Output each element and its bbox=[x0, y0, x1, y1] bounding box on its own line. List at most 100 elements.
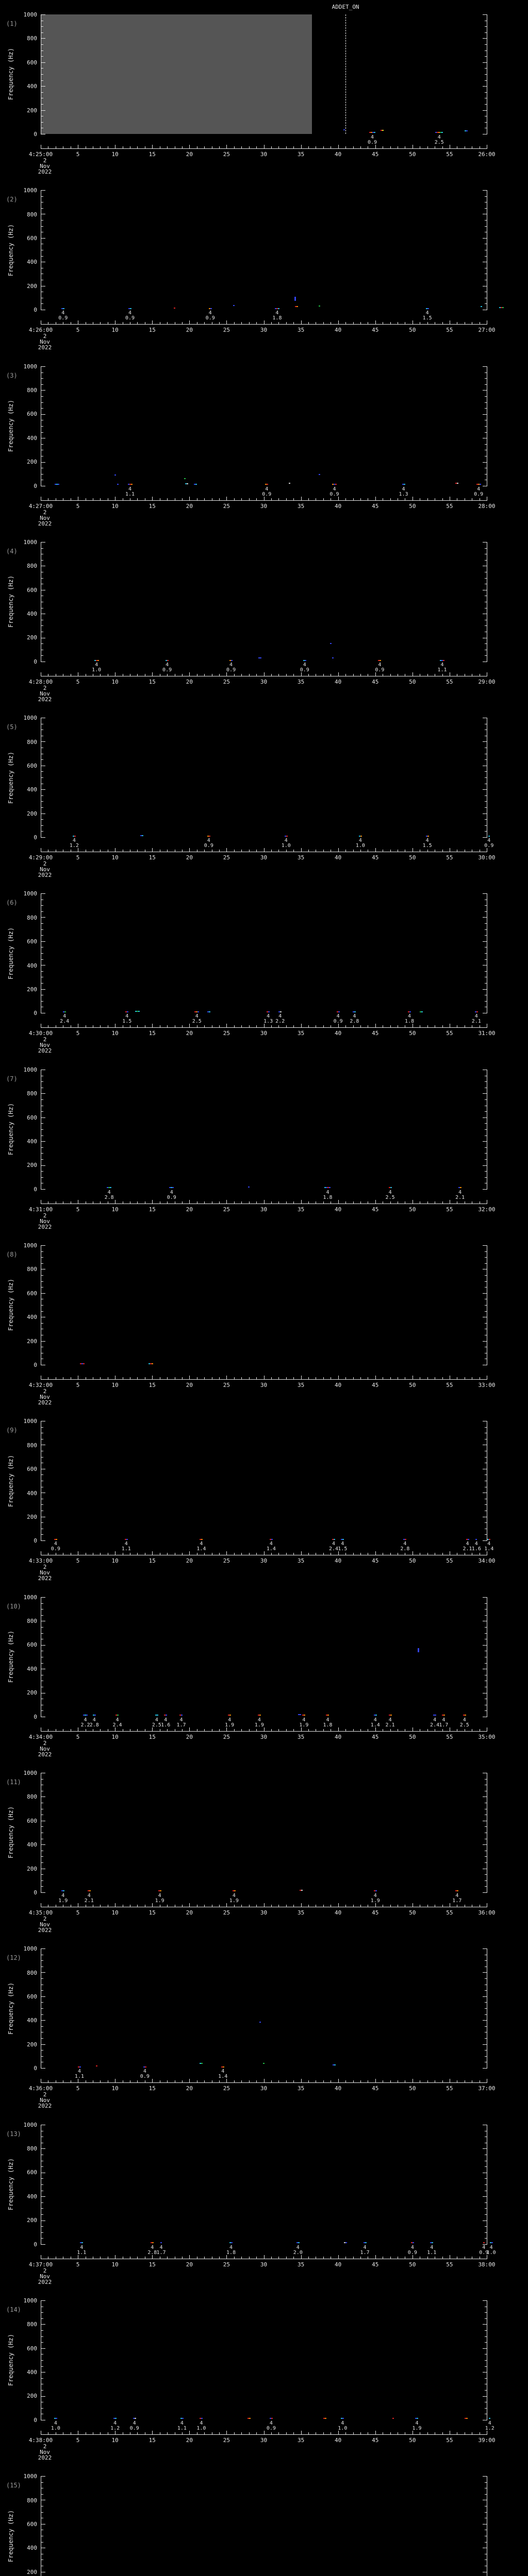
time-tick-label: 10 bbox=[111, 1030, 119, 1037]
time-tick bbox=[234, 2080, 235, 2083]
y-tick bbox=[41, 771, 43, 772]
time-tick bbox=[293, 1553, 294, 1555]
detection-pixel bbox=[432, 2242, 434, 2244]
time-tick bbox=[182, 1025, 183, 1028]
y-tick bbox=[41, 1123, 43, 1124]
time-tick bbox=[241, 2432, 242, 2434]
detection-event bbox=[247, 2418, 251, 2419]
y-tick bbox=[485, 1856, 487, 1857]
time-tick bbox=[293, 322, 294, 325]
y-tick-label: 1000 bbox=[23, 715, 38, 722]
date-label: 2 bbox=[43, 860, 47, 868]
detection-value-label: 1.2 bbox=[69, 843, 79, 849]
time-tick bbox=[345, 1553, 346, 1555]
time-tick bbox=[167, 498, 168, 500]
y-tick bbox=[485, 426, 487, 427]
detection-pixel bbox=[134, 2418, 136, 2419]
time-tick bbox=[353, 1201, 354, 1204]
y-tick bbox=[485, 625, 487, 626]
time-tick bbox=[241, 1025, 242, 1028]
detection-count-label: 4 bbox=[341, 2420, 344, 2426]
detection-pixel bbox=[483, 2242, 485, 2244]
time-tick bbox=[189, 1024, 190, 1028]
detection-pixel bbox=[248, 1187, 250, 1188]
time-tick bbox=[427, 498, 428, 500]
time-tick bbox=[137, 850, 138, 852]
y-tick bbox=[483, 86, 487, 87]
detection-value-label: 0.9 bbox=[407, 2249, 417, 2256]
frequency-axis-label-text: Frequency (Hz) bbox=[7, 751, 14, 804]
time-tick-label: 35 bbox=[297, 151, 305, 158]
time-tick bbox=[115, 1727, 116, 1731]
time-tick bbox=[308, 1025, 309, 1028]
time-tick-label: 10 bbox=[111, 1909, 119, 1916]
detection-pixel bbox=[171, 1187, 173, 1189]
y-tick bbox=[41, 1129, 43, 1130]
time-tick-label: 55 bbox=[446, 1382, 453, 1389]
time-tick bbox=[256, 322, 257, 325]
detection-count-label: 4 bbox=[284, 838, 288, 844]
y-tick bbox=[485, 1522, 487, 1523]
y-tick-label: 1000 bbox=[23, 890, 38, 897]
y-tick bbox=[483, 1972, 487, 1973]
detection-value-label: 2.1 bbox=[84, 1897, 94, 1904]
y-tick bbox=[41, 38, 45, 39]
detection-event bbox=[332, 484, 337, 485]
y-tick bbox=[483, 1844, 487, 1845]
y-tick-label: 1000 bbox=[23, 1945, 38, 1953]
time-tick bbox=[286, 322, 287, 325]
detection-pixel bbox=[94, 659, 96, 661]
detection-event bbox=[319, 473, 321, 475]
y-tick bbox=[485, 2482, 487, 2483]
detection-count-label: 4 bbox=[92, 1717, 96, 1723]
y-tick-label: 800 bbox=[27, 2497, 37, 2504]
detection-pixel bbox=[95, 659, 97, 661]
y-tick bbox=[41, 2408, 43, 2409]
y-tick bbox=[485, 226, 487, 227]
time-tick bbox=[375, 672, 376, 676]
detection-pixel bbox=[136, 1010, 138, 1012]
detection-pixel bbox=[327, 1714, 329, 1716]
time-tick bbox=[234, 2432, 235, 2434]
detection-pixel bbox=[408, 1011, 410, 1013]
time-tick bbox=[249, 498, 250, 500]
detection-event bbox=[92, 1714, 96, 1716]
detection-pixel bbox=[342, 1539, 344, 1540]
time-tick bbox=[226, 145, 227, 148]
detection-pixel bbox=[427, 308, 429, 309]
time-axis bbox=[41, 324, 487, 325]
detection-event bbox=[77, 2066, 81, 2067]
date-label: Nov bbox=[40, 1745, 50, 1752]
time-tick-label: 35 bbox=[297, 2085, 305, 2092]
y-tick bbox=[483, 1341, 487, 1342]
time-tick bbox=[293, 1904, 294, 1907]
time-tick bbox=[264, 2255, 265, 2259]
frequency-axis-label: Frequency (Hz) bbox=[7, 1597, 14, 1717]
y-tick bbox=[483, 238, 487, 239]
time-tick bbox=[219, 1904, 220, 1907]
time-tick-label: 55 bbox=[446, 1733, 453, 1740]
time-tick-label: 40 bbox=[335, 151, 342, 158]
time-tick bbox=[353, 498, 354, 500]
y-tick-label: 200 bbox=[27, 2568, 37, 2575]
start-time-label: 4:36:00 bbox=[28, 2085, 53, 2092]
y-tick bbox=[485, 953, 487, 954]
time-tick-label: 55 bbox=[446, 1909, 453, 1916]
detection-event bbox=[299, 1890, 303, 1891]
y-tick-label: 200 bbox=[27, 459, 37, 466]
detection-pixel bbox=[435, 1714, 437, 1716]
y-tick-label: 1000 bbox=[23, 1418, 38, 1425]
y-tick bbox=[483, 389, 487, 391]
time-tick bbox=[182, 498, 183, 500]
y-tick bbox=[41, 2214, 43, 2215]
y-tick bbox=[41, 807, 43, 808]
y-tick bbox=[483, 2148, 487, 2149]
time-tick-label: 35 bbox=[297, 1030, 305, 1037]
time-tick bbox=[115, 2430, 116, 2434]
time-tick bbox=[100, 498, 101, 500]
time-tick bbox=[152, 2255, 153, 2259]
time-tick bbox=[249, 850, 250, 852]
detection-pixel bbox=[110, 1187, 112, 1188]
detection-pixel bbox=[166, 659, 168, 661]
detection-pixel bbox=[502, 307, 504, 308]
